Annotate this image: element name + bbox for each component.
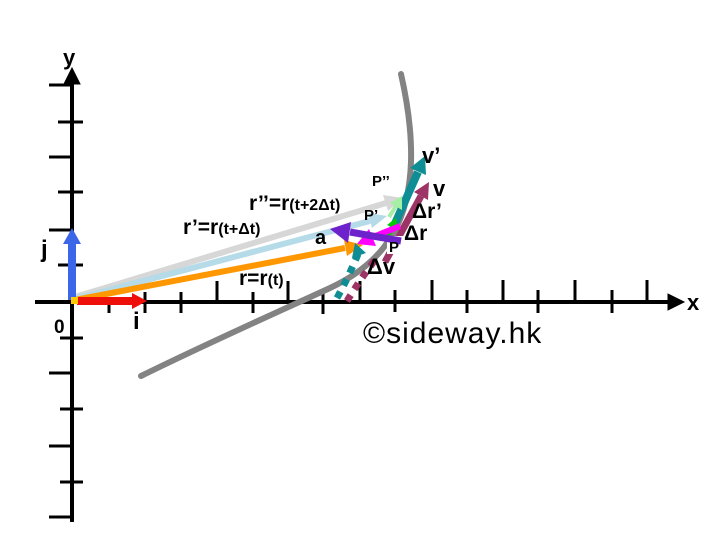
x-axis-arrowhead-icon xyxy=(667,293,686,311)
unit-vector-i-arrowhead-icon xyxy=(132,293,147,309)
label-y-axis: y xyxy=(63,45,76,70)
velocity-v-arrowhead-icon xyxy=(414,182,429,200)
label-j-unit: j xyxy=(40,236,48,263)
watermark: ©sideway.hk xyxy=(363,317,542,350)
label-point-p: P xyxy=(389,239,399,256)
v-dashed-path xyxy=(344,253,381,303)
acceleration-a-arrow xyxy=(349,228,402,245)
label-r-double-prime-vector: r’’=r(t+2Δt) xyxy=(249,192,340,215)
label-point-p-double-prime: P’’ xyxy=(372,173,390,190)
vector-r-arrow xyxy=(74,245,346,303)
label-velocity-v: v xyxy=(433,176,446,201)
delta-r-prime-arrowhead-icon xyxy=(390,196,402,210)
label-delta-r-prime: Δr’ xyxy=(412,200,442,223)
label-acceleration-a: a xyxy=(315,227,327,249)
label-x-axis: x xyxy=(687,290,700,315)
label-i-unit: i xyxy=(133,308,140,335)
label-point-p-prime: P’ xyxy=(364,207,378,224)
v-prime-dashed-arrowhead-icon xyxy=(352,243,366,258)
label-velocity-v-prime: v’ xyxy=(422,143,440,168)
y-axis-arrowhead-icon xyxy=(63,66,81,85)
acceleration-a-arrowhead-icon xyxy=(330,222,351,243)
v-prime-dashed-path xyxy=(333,252,362,300)
velocity-v-prime-arrow xyxy=(389,170,422,230)
vector-r-prime-arrowhead-icon xyxy=(368,213,387,228)
label-r-vector: r=r(t) xyxy=(239,267,284,290)
label-delta-v: Δv xyxy=(367,254,396,279)
vector-r-double-prime-arrow xyxy=(74,200,387,300)
label-delta-r: Δr xyxy=(404,222,427,245)
velocity-v-prime-arrowhead-icon xyxy=(410,156,426,175)
trajectory-curve xyxy=(138,71,415,379)
label-origin: 0 xyxy=(54,317,65,338)
vector-r-prime-arrow xyxy=(74,218,371,302)
label-r-prime-vector: r’=r(t+Δt) xyxy=(183,216,260,239)
unit-vector-j-arrowhead-icon xyxy=(63,228,81,244)
delta-r-prime-arrow xyxy=(387,204,398,219)
origin-marker xyxy=(71,297,78,304)
x-axis-ticks xyxy=(107,280,649,314)
